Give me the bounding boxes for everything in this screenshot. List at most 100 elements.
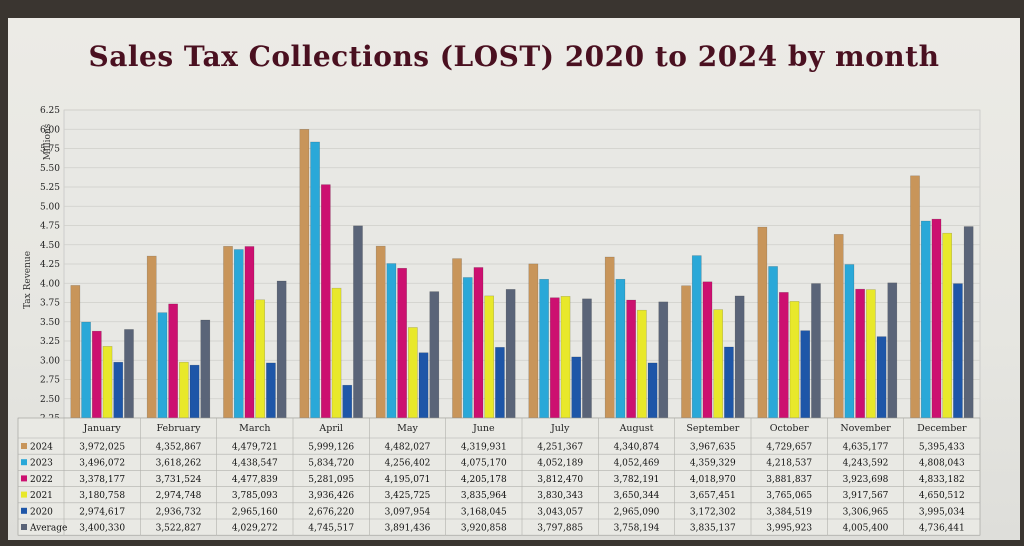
table-cell-2022-march: 4,477,839 bbox=[232, 475, 278, 485]
table-cell-2020-june: 3,168,045 bbox=[461, 507, 507, 517]
table-cell-2023-november: 4,243,592 bbox=[843, 459, 889, 469]
table-cell-2023-july: 4,052,189 bbox=[537, 459, 583, 469]
bar-average-june bbox=[505, 289, 516, 419]
bar-2022-october bbox=[778, 292, 789, 419]
bar-2024-december bbox=[910, 175, 920, 419]
bar-2021-november bbox=[866, 289, 876, 419]
bar-2020-september bbox=[724, 346, 734, 419]
table-cell-2022-february: 3,731,524 bbox=[156, 475, 202, 485]
table-cell-2024-november: 4,635,177 bbox=[843, 443, 889, 453]
bar-2022-february bbox=[168, 303, 178, 419]
bar-2022-april bbox=[320, 184, 331, 419]
y-tick-label-10: 4.75 bbox=[40, 222, 60, 232]
bar-2020-october bbox=[800, 330, 811, 419]
table-cell-2021-january: 3,180,758 bbox=[79, 491, 125, 501]
table-cell-2022-january: 3,378,177 bbox=[79, 475, 125, 485]
table-cell-2023-october: 4,218,537 bbox=[766, 459, 812, 469]
bar-2022-june bbox=[473, 267, 484, 419]
table-cell-2022-august: 3,782,191 bbox=[614, 475, 660, 485]
bar-2020-august bbox=[647, 362, 658, 419]
table-cell-2023-march: 4,438,547 bbox=[232, 459, 278, 469]
bar-2020-july bbox=[571, 356, 582, 419]
x-category-label-march: March bbox=[239, 423, 270, 434]
bar-average-august bbox=[658, 301, 669, 419]
bar-average-may bbox=[429, 291, 440, 419]
bar-average-january bbox=[124, 329, 134, 419]
x-category-label-july: July bbox=[550, 423, 570, 434]
bar-2021-september bbox=[713, 309, 724, 419]
chart-plot: 2.252.502.753.003.253.503.754.004.254.50… bbox=[17, 106, 981, 536]
y-tick-label-9: 4.50 bbox=[40, 241, 60, 251]
x-category-label-january: January bbox=[83, 423, 122, 434]
legend-swatch-average bbox=[21, 524, 27, 530]
table-cell-average-march: 4,029,272 bbox=[232, 524, 278, 534]
bar-2021-march bbox=[255, 299, 266, 419]
legend-entry-average: Average bbox=[29, 524, 67, 534]
bar-2024-july bbox=[528, 263, 539, 419]
table-cell-2022-december: 4,833,182 bbox=[919, 475, 965, 485]
table-cell-2023-june: 4,075,170 bbox=[461, 459, 507, 469]
table-cell-2020-march: 2,965,160 bbox=[232, 507, 278, 517]
table-cell-2020-september: 3,172,302 bbox=[690, 507, 736, 517]
legend-entry-2020: 2020 bbox=[30, 507, 53, 517]
bar-average-november bbox=[887, 282, 898, 419]
x-category-label-december: December bbox=[917, 423, 967, 434]
bar-2024-october bbox=[757, 226, 768, 419]
table-cell-2021-june: 3,835,964 bbox=[461, 491, 507, 501]
bar-2021-december bbox=[942, 232, 953, 419]
bar-2024-november bbox=[833, 234, 844, 419]
table-cell-average-may: 3,891,436 bbox=[385, 524, 431, 534]
bar-2020-december bbox=[953, 283, 963, 419]
y-tick-label-1: 2.50 bbox=[40, 395, 60, 405]
legend-entry-2023: 2023 bbox=[30, 459, 53, 469]
y-tick-label-4: 3.25 bbox=[40, 337, 60, 347]
table-cell-2024-september: 3,967,635 bbox=[690, 443, 736, 453]
x-category-label-february: February bbox=[156, 423, 201, 434]
bar-2022-may bbox=[397, 267, 407, 419]
y-tick-label-15: 6.00 bbox=[40, 125, 60, 135]
bar-2021-february bbox=[179, 361, 189, 419]
bar-2020-april bbox=[342, 384, 353, 419]
data-table bbox=[17, 417, 981, 536]
table-cell-2024-october: 4,729,657 bbox=[766, 443, 812, 453]
bar-2022-january bbox=[91, 330, 102, 419]
bar-2022-july bbox=[549, 297, 560, 419]
legend-swatch-2024 bbox=[21, 443, 27, 449]
table-cell-average-september: 3,835,137 bbox=[690, 524, 736, 534]
y-tick-label-16: 6.25 bbox=[40, 106, 60, 116]
table-cell-2021-april: 3,936,426 bbox=[308, 491, 354, 501]
bar-2023-november bbox=[844, 264, 855, 419]
table-cell-average-november: 4,005,400 bbox=[843, 524, 889, 534]
y-tick-label-13: 5.50 bbox=[40, 164, 60, 174]
bar-2023-february bbox=[157, 312, 168, 419]
table-cell-2023-january: 3,496,072 bbox=[79, 459, 125, 469]
table-cell-2021-february: 2,974,748 bbox=[156, 491, 202, 501]
y-axis-unit-label: Millions bbox=[43, 123, 53, 160]
bar-2021-july bbox=[560, 296, 571, 419]
table-cell-2022-september: 4,018,970 bbox=[690, 475, 736, 485]
table-cell-2023-may: 4,256,402 bbox=[385, 459, 431, 469]
bar-2023-july bbox=[539, 278, 549, 419]
bar-2023-october bbox=[768, 266, 778, 419]
table-cell-2022-may: 4,195,071 bbox=[385, 475, 431, 485]
bar-2023-august bbox=[615, 278, 626, 419]
bar-2021-october bbox=[789, 301, 800, 419]
bar-2024-september bbox=[681, 285, 691, 419]
table-cell-2024-july: 4,251,367 bbox=[537, 443, 583, 453]
table-cell-2020-april: 2,676,220 bbox=[308, 507, 354, 517]
bar-2021-june bbox=[484, 295, 495, 419]
bar-2021-january bbox=[102, 346, 113, 419]
table-cell-2021-september: 3,657,451 bbox=[690, 491, 736, 501]
table-cell-2020-november: 3,306,965 bbox=[843, 507, 889, 517]
legend-entry-2024: 2024 bbox=[30, 443, 53, 453]
bar-2023-december bbox=[920, 220, 931, 419]
y-axis-label: Tax Revenue bbox=[23, 251, 33, 309]
y-tick-label-7: 4.00 bbox=[40, 279, 60, 289]
table-cell-2020-december: 3,995,034 bbox=[919, 507, 965, 517]
table-cell-2023-august: 4,052,469 bbox=[614, 459, 660, 469]
table-cell-2021-october: 3,765,065 bbox=[766, 491, 812, 501]
bar-2023-march bbox=[233, 249, 244, 419]
bar-average-february bbox=[200, 319, 211, 419]
table-cell-2021-march: 3,785,093 bbox=[232, 491, 278, 501]
table-cell-2021-july: 3,830,343 bbox=[537, 491, 583, 501]
